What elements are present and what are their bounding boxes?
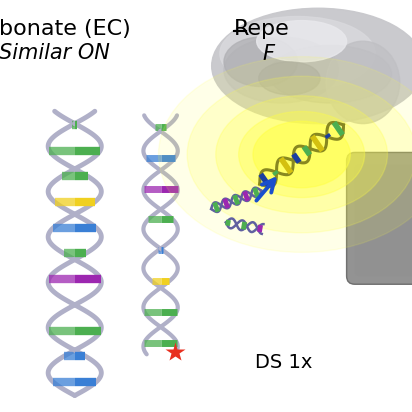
Text: bonate (EC): bonate (EC) <box>0 19 131 39</box>
Ellipse shape <box>259 62 320 95</box>
Text: Similar ON: Similar ON <box>0 43 110 63</box>
Ellipse shape <box>216 96 387 213</box>
Ellipse shape <box>187 76 412 233</box>
Ellipse shape <box>257 21 346 62</box>
Ellipse shape <box>159 57 412 252</box>
Ellipse shape <box>239 112 365 198</box>
FancyBboxPatch shape <box>346 152 412 284</box>
Ellipse shape <box>326 41 400 124</box>
Text: Repe: Repe <box>234 19 290 39</box>
FancyBboxPatch shape <box>355 165 412 276</box>
Ellipse shape <box>269 45 391 103</box>
Ellipse shape <box>224 37 338 103</box>
Ellipse shape <box>212 8 412 124</box>
Ellipse shape <box>220 16 375 91</box>
Text: DS 1x: DS 1x <box>255 353 312 372</box>
Ellipse shape <box>253 121 350 188</box>
Ellipse shape <box>224 37 297 87</box>
Text: F: F <box>263 44 275 64</box>
